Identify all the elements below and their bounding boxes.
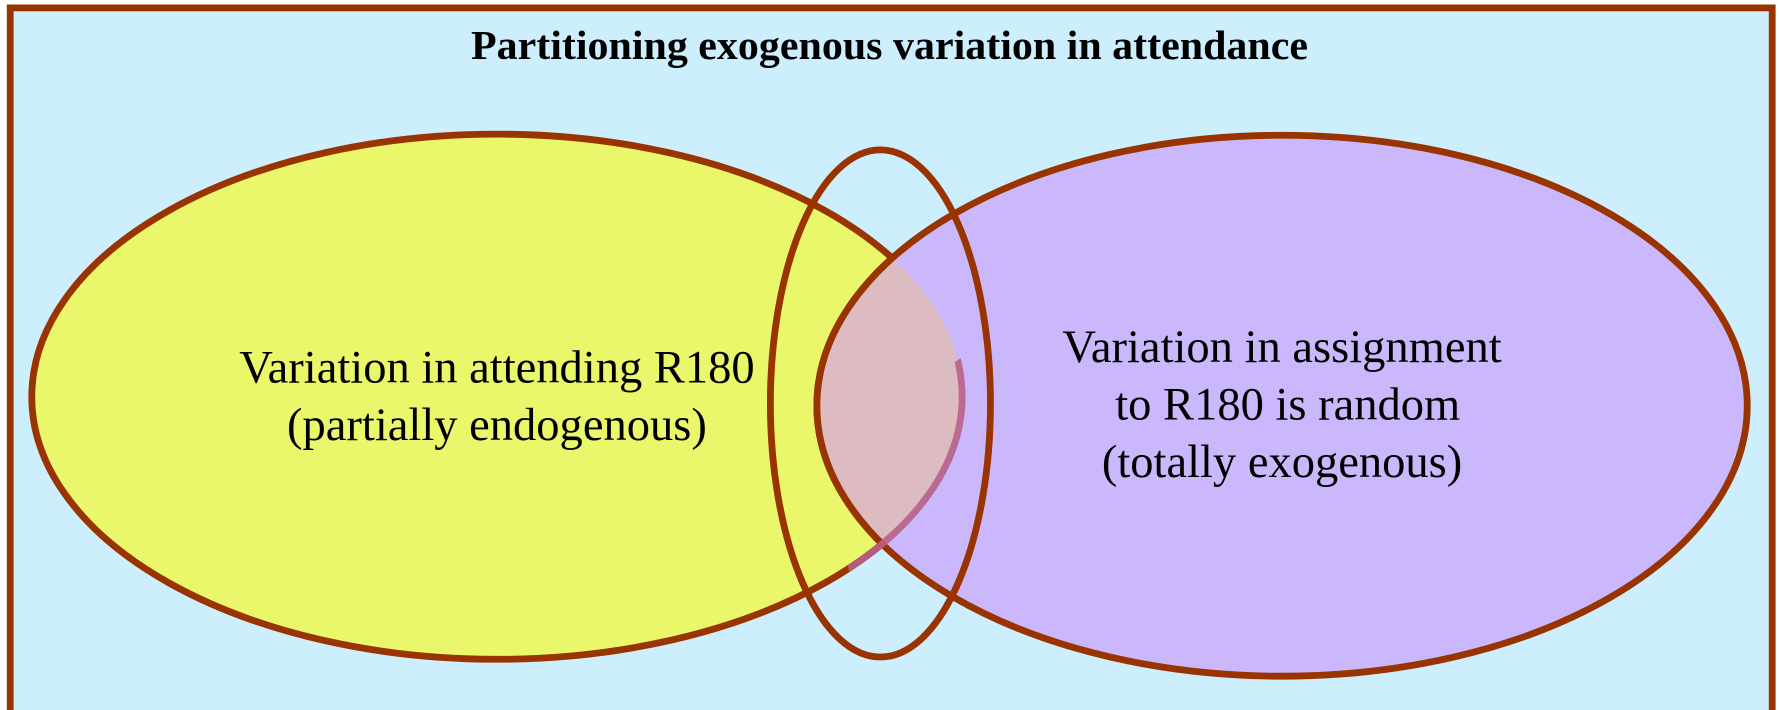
right-ellipse-edge <box>813 134 963 660</box>
left-label: (partially endogenous) <box>287 400 707 451</box>
title: Partitioning exogenous variation in atte… <box>471 23 1308 69</box>
right-label: Variation in assignment <box>1062 322 1501 373</box>
right-label: to R180 is random <box>1115 380 1460 431</box>
left-label: Variation in attending R180 <box>239 343 754 394</box>
right-label: (totally exogenous) <box>1102 437 1462 488</box>
middle-ellipse <box>766 146 994 661</box>
